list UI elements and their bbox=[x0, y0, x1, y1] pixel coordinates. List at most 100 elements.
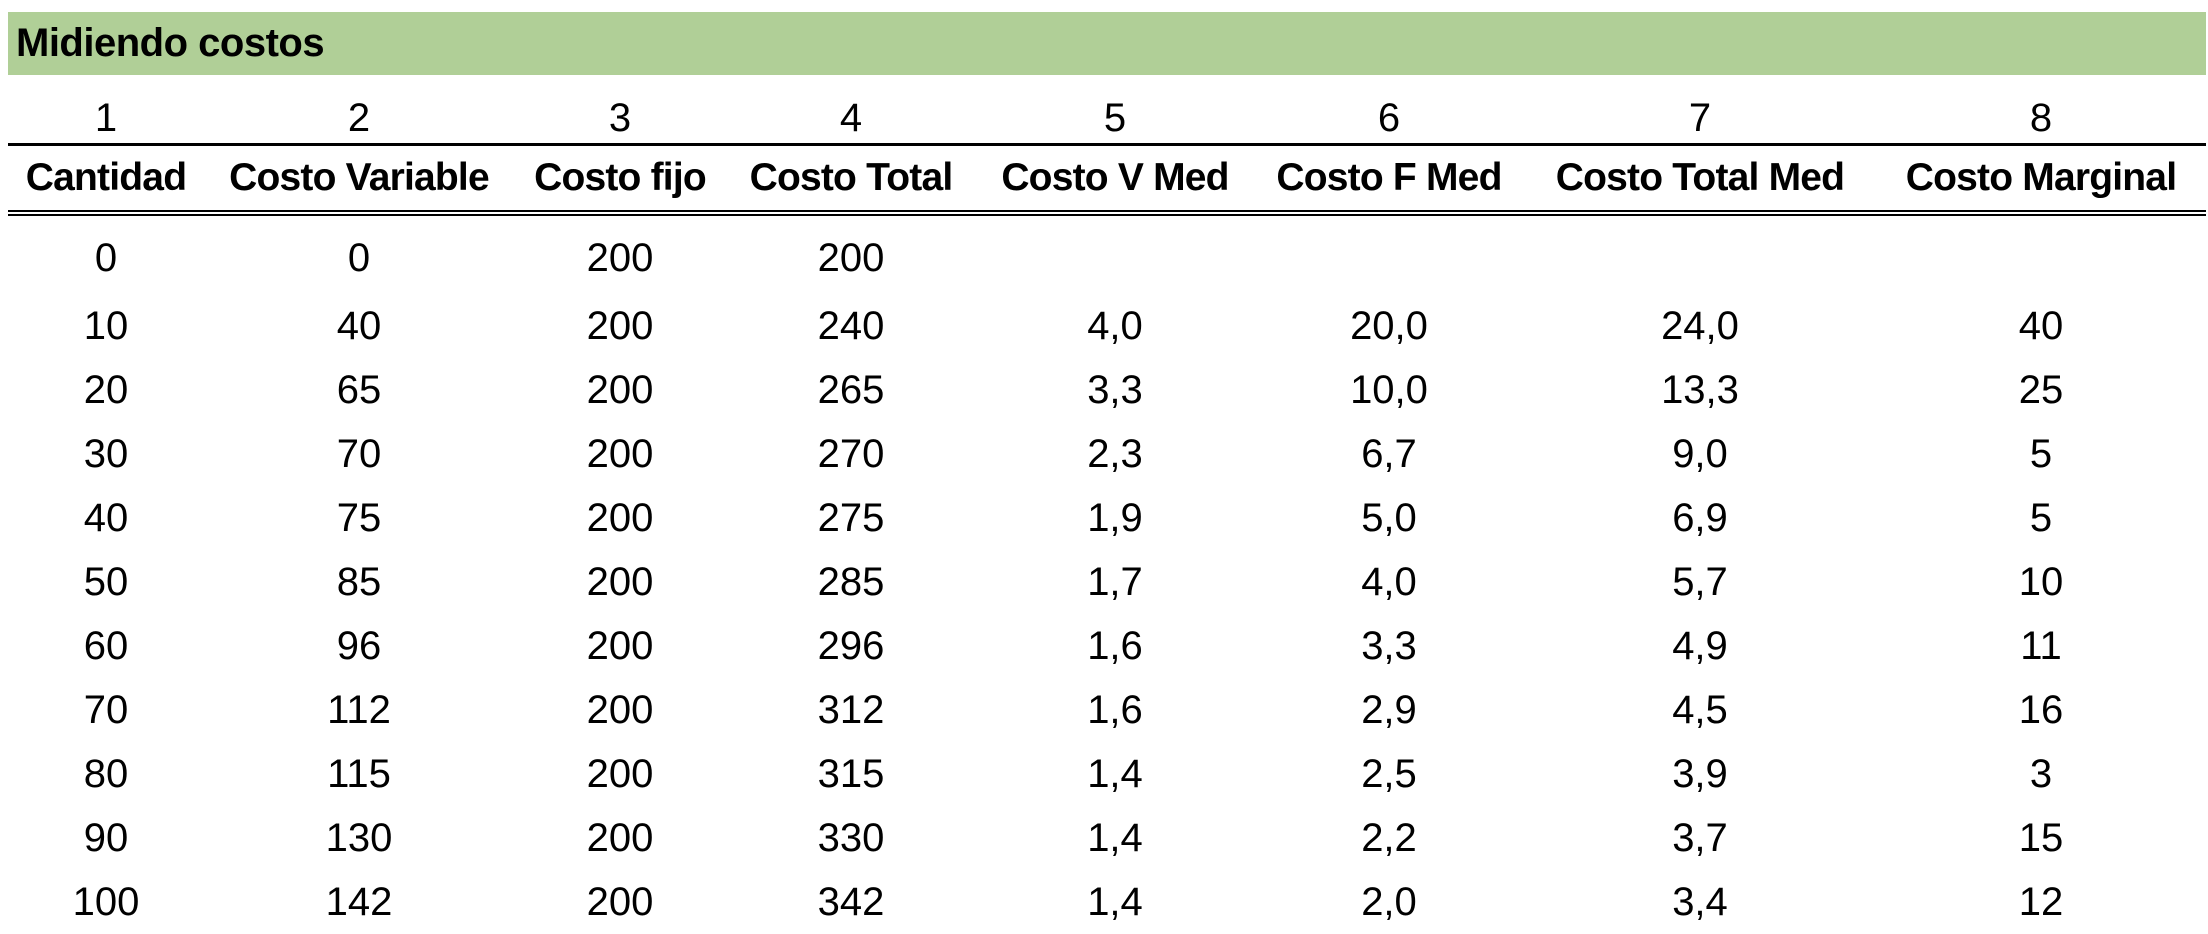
table-cell: 10 bbox=[83, 303, 129, 348]
header-row: Cantidad Costo Variable Costo fijo Costo… bbox=[8, 143, 2206, 216]
table-cell: 30 bbox=[83, 431, 129, 476]
spreadsheet: Midiendo costos 1 2 3 4 5 6 7 8 Cantidad… bbox=[8, 12, 2206, 934]
table-cell: 0 bbox=[94, 235, 118, 280]
table-row: 10 40 200 240 4,0 20,0 24,0 40 bbox=[8, 294, 2206, 358]
table-cell: 1,6 bbox=[1087, 623, 1143, 668]
table-cell: 240 bbox=[817, 303, 885, 348]
table-cell: 200 bbox=[586, 879, 654, 924]
table-cell: 1,4 bbox=[1087, 815, 1143, 860]
table-cell: 5 bbox=[2029, 431, 2053, 476]
table-cell: 200 bbox=[586, 235, 654, 280]
table-row: 60 96 200 296 1,6 3,3 4,9 11 bbox=[8, 614, 2206, 678]
table-cell: 112 bbox=[327, 687, 391, 732]
table-cell: 142 bbox=[325, 879, 393, 924]
table-cell: 1,4 bbox=[1087, 879, 1143, 924]
table-cell: 10,0 bbox=[1350, 367, 1428, 412]
header-costo-variable: Costo Variable bbox=[204, 143, 514, 216]
sheet-title: Midiendo costos bbox=[16, 21, 325, 65]
column-number: 8 bbox=[2029, 96, 2053, 140]
table-cell: 40 bbox=[2018, 303, 2064, 348]
table-cell: 4,9 bbox=[1672, 623, 1728, 668]
table-cell: 3,3 bbox=[1361, 623, 1417, 668]
table-cell: 200 bbox=[586, 687, 654, 732]
table-cell: 40 bbox=[336, 303, 382, 348]
table-cell: 4,5 bbox=[1672, 687, 1728, 732]
table-cell: 3,9 bbox=[1672, 751, 1728, 796]
table-cell: 85 bbox=[336, 559, 382, 604]
table-cell: 342 bbox=[817, 879, 885, 924]
table-cell: 5,0 bbox=[1361, 495, 1417, 540]
table-cell: 75 bbox=[336, 495, 382, 540]
table-cell bbox=[1876, 213, 2206, 294]
table-cell: 100 bbox=[72, 879, 140, 924]
table-cell: 2,0 bbox=[1361, 879, 1417, 924]
table-cell: 312 bbox=[817, 687, 885, 732]
table-cell: 2,2 bbox=[1361, 815, 1417, 860]
cost-table: 1 2 3 4 5 6 7 8 Cantidad Costo Variable … bbox=[8, 75, 2206, 934]
header-costo-v-med: Costo V Med bbox=[976, 143, 1254, 216]
table-cell: 96 bbox=[336, 623, 382, 668]
column-number-row: 1 2 3 4 5 6 7 8 bbox=[8, 75, 2206, 145]
table-cell: 25 bbox=[2018, 367, 2064, 412]
table-cell: 70 bbox=[336, 431, 382, 476]
header-costo-total-med: Costo Total Med bbox=[1524, 143, 1876, 216]
table-cell: 65 bbox=[336, 367, 382, 412]
table-cell: 9,0 bbox=[1672, 431, 1728, 476]
title-bar: Midiendo costos bbox=[8, 12, 2206, 75]
table-cell: 115 bbox=[327, 751, 391, 796]
table-cell: 2,5 bbox=[1361, 751, 1417, 796]
table-cell: 1,4 bbox=[1087, 751, 1143, 796]
table-cell: 60 bbox=[83, 623, 129, 668]
table-row: 40 75 200 275 1,9 5,0 6,9 5 bbox=[8, 486, 2206, 550]
header-costo-marginal: Costo Marginal bbox=[1876, 143, 2206, 216]
column-number: 7 bbox=[1688, 96, 1712, 140]
table-cell: 200 bbox=[586, 815, 654, 860]
table-cell: 90 bbox=[83, 815, 129, 860]
table-cell: 315 bbox=[817, 751, 885, 796]
header-costo-f-med: Costo F Med bbox=[1254, 143, 1524, 216]
table-cell: 70 bbox=[83, 687, 129, 732]
table-cell: 200 bbox=[817, 235, 885, 280]
table-cell: 330 bbox=[817, 815, 885, 860]
column-number: 1 bbox=[94, 96, 118, 140]
table-cell: 200 bbox=[586, 431, 654, 476]
column-number: 6 bbox=[1377, 96, 1401, 140]
table-cell: 130 bbox=[325, 815, 393, 860]
table-cell: 265 bbox=[817, 367, 885, 412]
table-cell: 24,0 bbox=[1661, 303, 1739, 348]
table-cell: 1,9 bbox=[1087, 495, 1143, 540]
table-cell: 200 bbox=[586, 559, 654, 604]
table-cell: 270 bbox=[817, 431, 885, 476]
table-cell: 10 bbox=[2018, 559, 2064, 604]
table-cell: 13,3 bbox=[1661, 367, 1739, 412]
table-row: 20 65 200 265 3,3 10,0 13,3 25 bbox=[8, 358, 2206, 422]
table-cell: 200 bbox=[586, 495, 654, 540]
table-cell: 6,7 bbox=[1361, 431, 1417, 476]
table-row: 100 142 200 342 1,4 2,0 3,4 12 bbox=[8, 870, 2206, 934]
table-cell: 15 bbox=[2018, 815, 2064, 860]
table-cell: 1,7 bbox=[1087, 559, 1143, 604]
table-cell: 200 bbox=[586, 303, 654, 348]
table-body: 0 0 200 200 10 40 200 240 4,0 20,0 24,0 40 20 65 200 26… bbox=[8, 213, 2206, 934]
column-number: 4 bbox=[839, 96, 863, 140]
table-cell: 11 bbox=[2020, 623, 2062, 668]
table-cell: 200 bbox=[586, 751, 654, 796]
table-row: 30 70 200 270 2,3 6,7 9,0 5 bbox=[8, 422, 2206, 486]
table-cell: 200 bbox=[586, 367, 654, 412]
column-number: 5 bbox=[1103, 96, 1127, 140]
table-cell: 3 bbox=[2029, 751, 2053, 796]
header-costo-fijo: Costo fijo bbox=[514, 143, 726, 216]
table-cell: 40 bbox=[83, 495, 129, 540]
table-cell: 200 bbox=[586, 623, 654, 668]
table-cell: 20 bbox=[83, 367, 129, 412]
table-cell: 3,7 bbox=[1672, 815, 1728, 860]
table-cell bbox=[976, 213, 1254, 294]
table-cell: 285 bbox=[817, 559, 885, 604]
table-cell: 1,6 bbox=[1087, 687, 1143, 732]
table-cell: 296 bbox=[817, 623, 885, 668]
table-cell: 5 bbox=[2029, 495, 2053, 540]
table-cell: 12 bbox=[2018, 879, 2064, 924]
header-costo-total: Costo Total bbox=[726, 143, 976, 216]
header-cantidad: Cantidad bbox=[8, 143, 204, 216]
table-cell: 16 bbox=[2018, 687, 2064, 732]
